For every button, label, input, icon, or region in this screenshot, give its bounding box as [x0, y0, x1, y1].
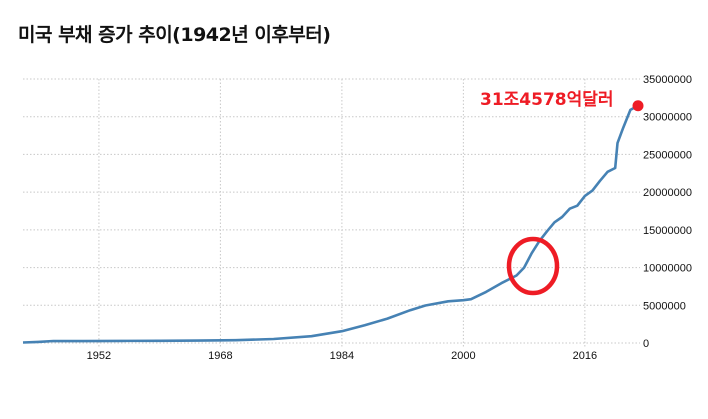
- y-tick-label: 35000000: [643, 74, 692, 86]
- x-tick-label: 2016: [573, 350, 597, 362]
- x-tick-label: 1952: [87, 350, 111, 362]
- y-tick-label: 10000000: [643, 263, 692, 275]
- debt-line-series: [22, 104, 639, 344]
- y-axis-ticks: 0 5000000 10000000 15000000 20000000 25000000…: [643, 74, 692, 350]
- y-tick-label: 20000000: [643, 187, 692, 199]
- grid-lines: [23, 78, 640, 348]
- x-tick-label: 1968: [208, 350, 232, 362]
- y-tick-label: 15000000: [643, 225, 692, 237]
- y-tick-label: 0: [643, 338, 649, 350]
- y-tick-label: 30000000: [643, 112, 692, 124]
- y-tick-label: 5000000: [643, 300, 686, 312]
- chart-title: 미국 부채 증가 추이(1942년 이후부터): [18, 24, 331, 46]
- last-value-marker: [632, 100, 644, 112]
- x-tick-label: 1984: [330, 350, 354, 362]
- x-axis-ticks: 1952 1968 1984 2000 2016: [87, 350, 597, 362]
- x-tick-label: 2000: [451, 350, 475, 362]
- highlight-circle: [506, 236, 560, 296]
- y-tick-label: 25000000: [643, 149, 692, 161]
- annotation-label: 31조4578억달러: [480, 89, 614, 110]
